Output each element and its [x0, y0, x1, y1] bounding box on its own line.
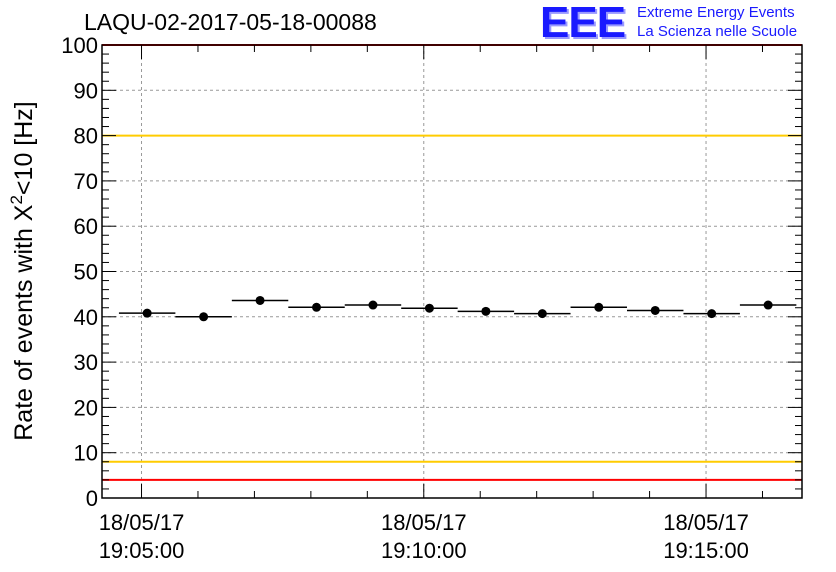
y-tick-label: 0 — [86, 486, 98, 511]
y-tick-label: 90 — [74, 78, 98, 103]
x-tick-label-time: 19:05:00 — [99, 538, 185, 563]
data-point — [199, 312, 209, 322]
x-tick-label-date: 18/05/17 — [99, 510, 185, 535]
y-tick-label: 100 — [61, 33, 98, 58]
y-tick-label: 50 — [74, 260, 98, 285]
y-tick-label: 60 — [74, 214, 98, 239]
x-tick-label-date: 18/05/17 — [663, 510, 749, 535]
logo-line2: La Scienza nelle Scuole — [637, 23, 798, 40]
data-point — [763, 300, 773, 310]
y-tick-label: 10 — [74, 441, 98, 466]
logo-mark: EEE — [540, 0, 626, 47]
data-point — [537, 309, 547, 319]
data-point — [368, 300, 378, 310]
y-axis-label: Rate of events with X2<10 [Hz] — [7, 101, 38, 441]
data-point — [424, 303, 434, 313]
data-point — [707, 309, 717, 319]
x-tick-label-time: 19:15:00 — [663, 538, 749, 563]
data-point — [594, 302, 604, 312]
y-tick-label: 20 — [74, 395, 98, 420]
data-point — [255, 295, 265, 305]
data-point — [142, 308, 152, 318]
y-axis-label-sup: 2 — [7, 195, 26, 204]
y-axis-label-main: Rate of events with X — [10, 204, 38, 441]
y-tick-label: 80 — [74, 124, 98, 149]
chart-title: LAQU-02-2017-05-18-00088 — [84, 9, 377, 35]
x-tick-label-date: 18/05/17 — [381, 510, 467, 535]
x-tick-label-time: 19:10:00 — [381, 538, 467, 563]
data-point — [650, 305, 660, 315]
data-point — [481, 306, 491, 316]
y-tick-label: 40 — [74, 305, 98, 330]
y-axis-label-tail: <10 [Hz] — [10, 101, 38, 195]
logo-line1: Extreme Energy Events — [637, 4, 795, 21]
data-point — [312, 302, 322, 312]
y-tick-label: 70 — [74, 169, 98, 194]
y-tick-label: 30 — [74, 350, 98, 375]
